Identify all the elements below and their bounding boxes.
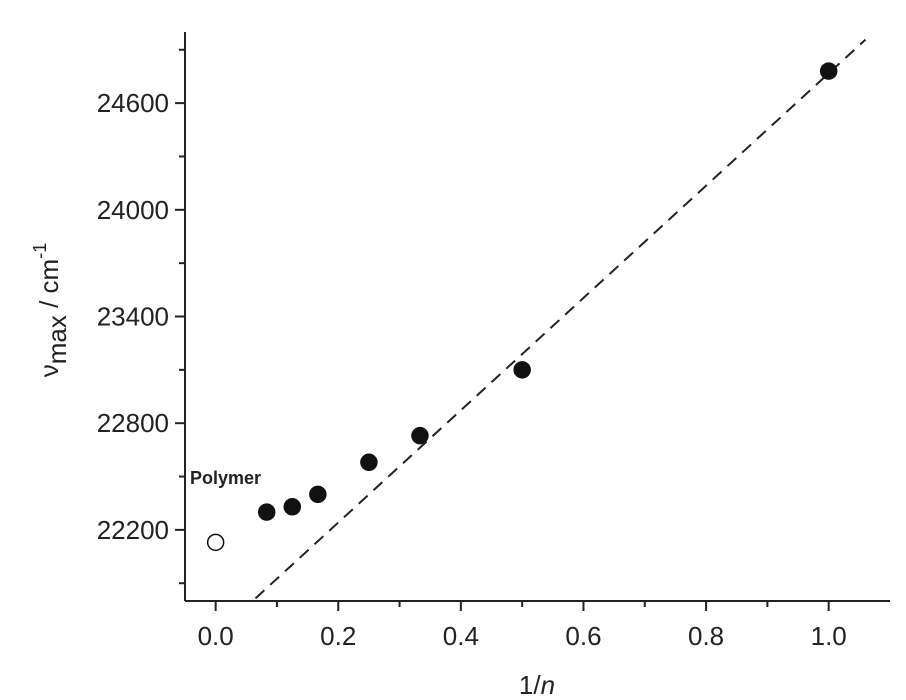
y-label-unit: / cm <box>34 259 64 315</box>
fit-line <box>254 38 867 600</box>
y-axis-label: νmax / cm-1 <box>30 243 72 377</box>
y-label-symbol: ν <box>34 364 64 377</box>
x-label-text: 1/ <box>519 670 541 700</box>
y-tick-label: 22200 <box>97 515 169 545</box>
x-axis-label: 1/n <box>519 670 555 700</box>
annotation: Polymer <box>190 468 261 488</box>
point <box>513 361 531 379</box>
x-label-italic: n <box>541 670 555 700</box>
y-label-superscript: -1 <box>30 243 50 259</box>
x-tick-label: 0.2 <box>320 621 356 651</box>
x-tick-label: 0.6 <box>565 621 601 651</box>
point <box>257 503 276 521</box>
y-tick-label: 23400 <box>97 302 169 332</box>
x-tick-label: 1.0 <box>811 621 847 651</box>
y-label-subscript: max <box>42 315 72 364</box>
point <box>819 62 838 80</box>
y-tick-label: 24600 <box>97 88 169 118</box>
point <box>411 426 429 445</box>
x-tick-label: 0.4 <box>443 621 479 651</box>
point <box>283 498 302 516</box>
point <box>360 453 378 472</box>
x-tick-label: 0.8 <box>688 621 724 651</box>
point <box>206 533 225 552</box>
y-tick-label: 22800 <box>97 408 169 438</box>
point <box>309 485 327 504</box>
x-tick-label: 0.0 <box>198 621 234 651</box>
y-tick-label: 24000 <box>97 195 169 225</box>
